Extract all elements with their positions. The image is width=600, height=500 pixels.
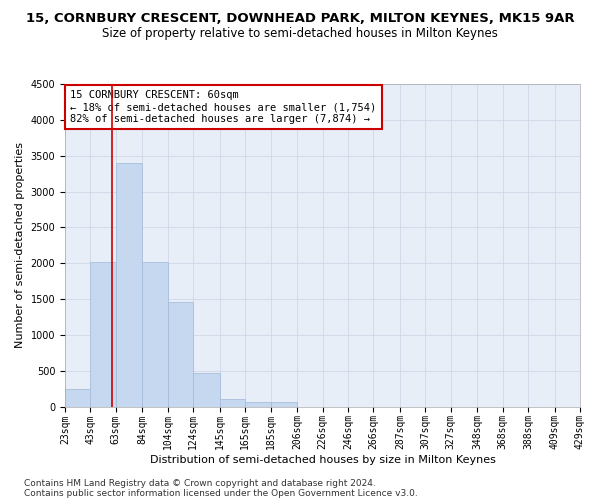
Text: Contains HM Land Registry data © Crown copyright and database right 2024.: Contains HM Land Registry data © Crown c… (24, 478, 376, 488)
Text: 15, CORNBURY CRESCENT, DOWNHEAD PARK, MILTON KEYNES, MK15 9AR: 15, CORNBURY CRESCENT, DOWNHEAD PARK, MI… (26, 12, 574, 26)
Text: Size of property relative to semi-detached houses in Milton Keynes: Size of property relative to semi-detach… (102, 28, 498, 40)
Bar (245, 402, 271, 406)
Bar (271, 402, 297, 406)
Text: Contains public sector information licensed under the Open Government Licence v3: Contains public sector information licen… (24, 488, 418, 498)
Text: 15 CORNBURY CRESCENT: 60sqm
← 18% of semi-detached houses are smaller (1,754)
82: 15 CORNBURY CRESCENT: 60sqm ← 18% of sem… (70, 90, 376, 124)
Y-axis label: Number of semi-detached properties: Number of semi-detached properties (15, 142, 25, 348)
Bar (116, 163, 142, 406)
X-axis label: Distribution of semi-detached houses by size in Milton Keynes: Distribution of semi-detached houses by … (149, 455, 496, 465)
Bar (193, 373, 220, 406)
Bar (65, 388, 91, 406)
Bar (168, 302, 193, 406)
Bar (91, 262, 116, 406)
Bar (142, 262, 168, 406)
Bar (220, 398, 245, 406)
